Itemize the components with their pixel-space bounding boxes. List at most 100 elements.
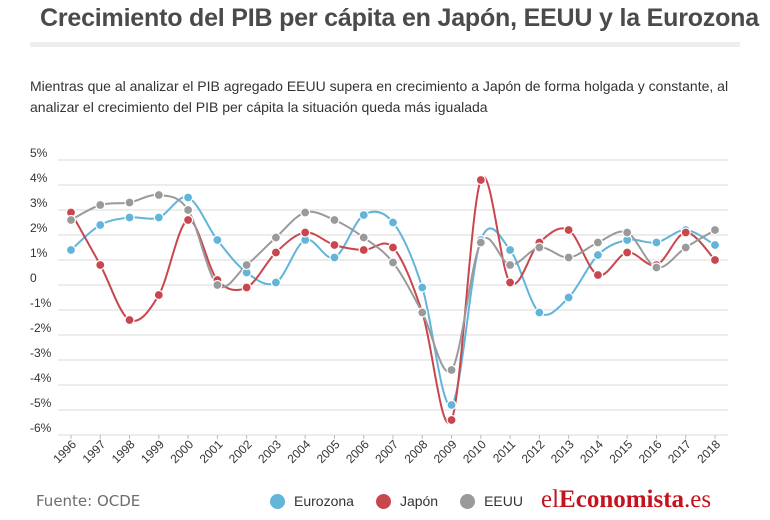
legend-label-japon: Japón bbox=[399, 493, 439, 509]
x-tick-label: 1997 bbox=[80, 437, 109, 466]
data-point-eurozona[interactable] bbox=[417, 282, 428, 293]
x-tick-label: 2003 bbox=[255, 437, 284, 466]
x-tick-label: 2017 bbox=[665, 437, 694, 466]
data-point-eurozona[interactable] bbox=[358, 209, 369, 221]
y-tick-label: 2% bbox=[30, 221, 48, 235]
y-axis-ticks: 5% 4% 3% 2% 1% 0 -1% -2% -3% -4% -5% -6% bbox=[30, 146, 52, 435]
data-point-japon[interactable] bbox=[475, 174, 486, 186]
y-tick-label: 5% bbox=[30, 146, 48, 160]
brand-suffix: .es bbox=[684, 486, 712, 513]
data-point-eeuu[interactable] bbox=[622, 227, 633, 238]
x-tick-label: 2000 bbox=[167, 437, 196, 466]
legend-label-eurozona: Eurozona bbox=[294, 493, 354, 509]
x-tick-label: 2018 bbox=[694, 437, 723, 466]
x-tick-label: 1998 bbox=[109, 437, 138, 466]
data-point-eeuu[interactable] bbox=[270, 232, 282, 243]
data-point-eeuu[interactable] bbox=[534, 242, 545, 253]
data-point-japon[interactable] bbox=[563, 224, 574, 236]
data-point-eeuu[interactable] bbox=[387, 257, 399, 268]
x-tick-label: 2001 bbox=[197, 437, 226, 466]
data-point-japon[interactable] bbox=[592, 269, 604, 281]
data-point-eeuu[interactable] bbox=[592, 237, 604, 248]
data-point-eeuu[interactable] bbox=[504, 259, 516, 271]
y-tick-label: 1% bbox=[30, 246, 48, 260]
data-point-eurozona[interactable] bbox=[709, 239, 721, 251]
data-point-japon[interactable] bbox=[300, 227, 311, 238]
title-divider bbox=[30, 42, 740, 47]
data-point-japon[interactable] bbox=[358, 244, 369, 256]
x-tick-label: 2007 bbox=[372, 437, 401, 466]
data-point-japon[interactable] bbox=[387, 242, 399, 253]
x-tick-label: 2013 bbox=[548, 437, 577, 466]
data-point-eeuu[interactable] bbox=[329, 214, 340, 226]
y-tick-label: -1% bbox=[30, 296, 52, 310]
data-point-eurozona[interactable] bbox=[65, 244, 77, 256]
data-point-eeuu[interactable] bbox=[212, 279, 223, 291]
series-line-japon bbox=[70, 176, 716, 425]
data-point-japon[interactable] bbox=[446, 414, 457, 426]
legend-item-japon: Japón bbox=[375, 493, 439, 509]
data-point-eeuu[interactable] bbox=[95, 199, 106, 211]
brand-logo[interactable]: elEconomista.es bbox=[541, 486, 711, 514]
legend-item-eurozona: Eurozona bbox=[270, 493, 354, 509]
legend-swatch-eurozona bbox=[270, 493, 285, 509]
data-point-eurozona[interactable] bbox=[182, 192, 194, 203]
source-note: Fuente: OCDE bbox=[36, 492, 141, 510]
data-point-japon[interactable] bbox=[680, 227, 691, 238]
data-point-eurozona[interactable] bbox=[387, 217, 399, 228]
y-tick-label: -2% bbox=[30, 321, 52, 335]
data-point-eeuu[interactable] bbox=[182, 204, 194, 216]
data-point-eeuu[interactable] bbox=[358, 232, 369, 243]
data-point-eurozona[interactable] bbox=[592, 249, 604, 261]
data-point-eurozona[interactable] bbox=[124, 212, 135, 223]
x-tick-label: 2016 bbox=[636, 437, 665, 466]
data-point-japon[interactable] bbox=[504, 277, 516, 288]
x-tick-label: 2008 bbox=[402, 437, 431, 466]
data-point-eeuu[interactable] bbox=[124, 197, 135, 208]
x-tick-label: 2012 bbox=[519, 437, 548, 466]
legend-swatch-eeuu bbox=[460, 493, 476, 509]
y-tick-label: 3% bbox=[30, 196, 48, 210]
y-tick-label: 4% bbox=[30, 171, 48, 185]
data-point-eeuu[interactable] bbox=[709, 224, 721, 236]
data-point-japon[interactable] bbox=[329, 239, 340, 251]
data-point-eeuu[interactable] bbox=[475, 237, 486, 248]
data-point-japon[interactable] bbox=[95, 259, 106, 271]
data-point-eeuu[interactable] bbox=[563, 252, 574, 263]
data-point-japon[interactable] bbox=[709, 254, 721, 266]
data-point-japon[interactable] bbox=[153, 289, 164, 301]
data-point-eurozona[interactable] bbox=[153, 212, 164, 223]
data-point-eurozona[interactable] bbox=[563, 292, 574, 303]
y-tick-label: -6% bbox=[30, 421, 52, 435]
data-point-japon[interactable] bbox=[124, 314, 135, 326]
data-point-japon[interactable] bbox=[270, 247, 282, 258]
y-tick-label: 0 bbox=[30, 271, 37, 285]
legend: Eurozona Japón EEUU bbox=[270, 493, 545, 509]
data-point-eurozona[interactable] bbox=[651, 237, 662, 248]
data-point-eeuu[interactable] bbox=[153, 189, 164, 201]
data-point-eeuu[interactable] bbox=[300, 207, 311, 218]
brand-prefix: el bbox=[541, 486, 560, 513]
data-point-japon[interactable] bbox=[622, 247, 633, 258]
data-point-eeuu[interactable] bbox=[651, 262, 662, 273]
legend-label-eeuu: EEUU bbox=[484, 493, 523, 509]
y-tick-label: -3% bbox=[30, 346, 52, 360]
brand-bold: Economista bbox=[559, 486, 685, 513]
x-tick-label: 2006 bbox=[343, 437, 372, 466]
data-point-eurozona[interactable] bbox=[446, 399, 457, 411]
data-point-eeuu[interactable] bbox=[680, 242, 691, 253]
data-point-eurozona[interactable] bbox=[534, 307, 545, 318]
data-point-eurozona[interactable] bbox=[329, 252, 340, 263]
data-point-eurozona[interactable] bbox=[212, 234, 223, 246]
data-point-eurozona[interactable] bbox=[95, 219, 106, 231]
data-point-eurozona[interactable] bbox=[504, 244, 516, 256]
data-point-eeuu[interactable] bbox=[241, 259, 252, 271]
data-point-japon[interactable] bbox=[182, 214, 194, 226]
data-point-japon[interactable] bbox=[241, 282, 252, 293]
data-point-eeuu[interactable] bbox=[65, 214, 77, 226]
data-point-eurozona[interactable] bbox=[270, 277, 282, 288]
series-lines bbox=[70, 176, 716, 425]
data-point-eeuu[interactable] bbox=[446, 364, 457, 376]
x-axis-ticks: 1996 1997 1998 1999 2000 2001 2002 2003 2004 2005… bbox=[50, 435, 723, 466]
data-point-eeuu[interactable] bbox=[417, 307, 428, 318]
